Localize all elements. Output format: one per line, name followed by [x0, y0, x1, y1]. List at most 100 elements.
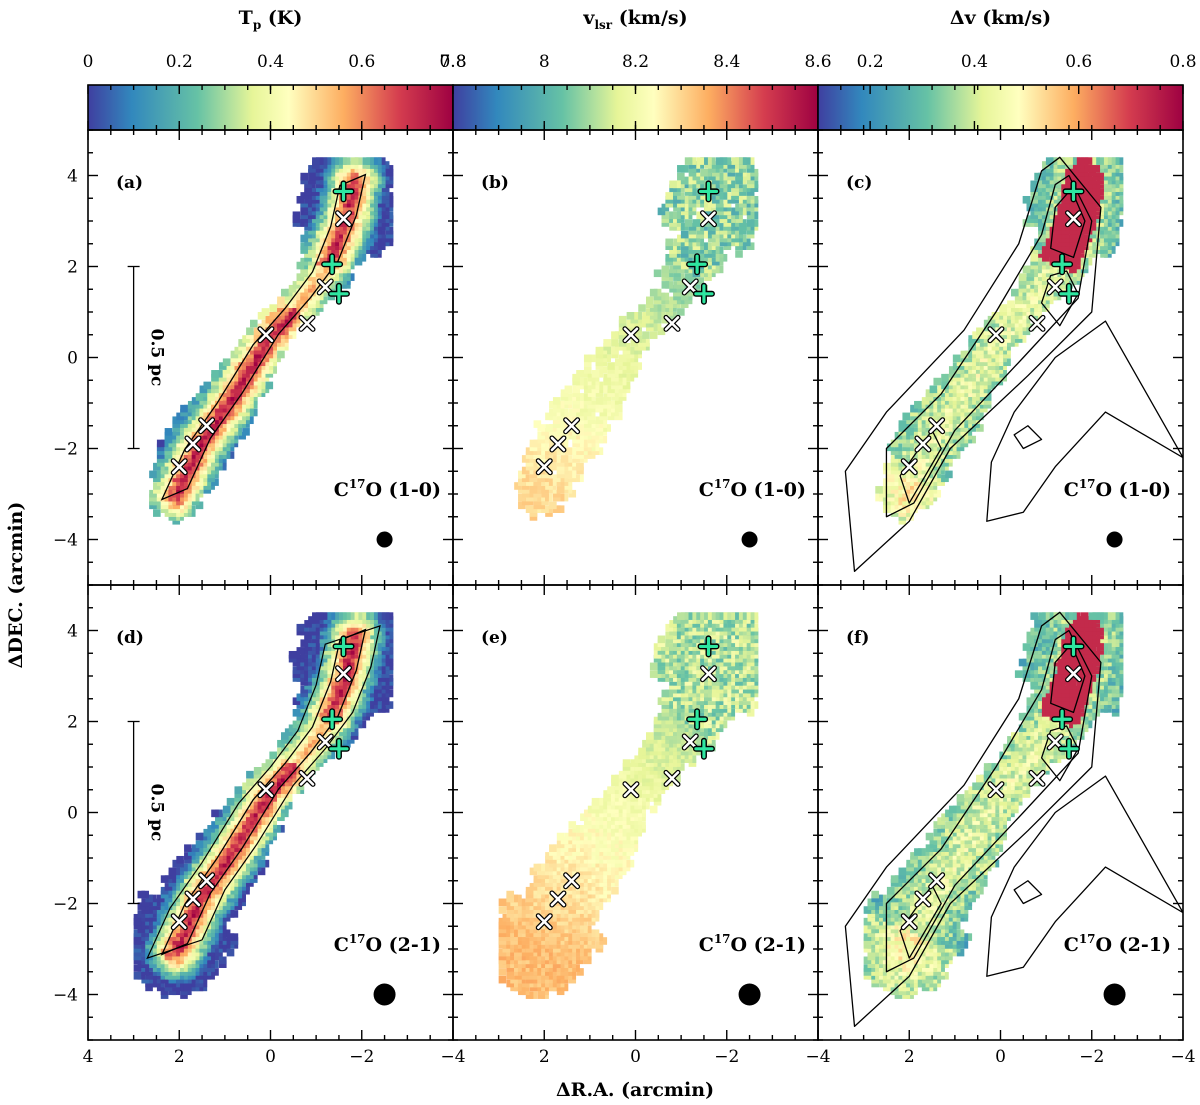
heatmap-pixel: [203, 478, 212, 486]
heatmap-pixel: [160, 956, 169, 965]
heatmap-pixel: [246, 404, 254, 413]
heatmap-pixel: [591, 443, 600, 452]
heatmap-pixel: [168, 979, 177, 988]
heatmap-pixel: [987, 377, 996, 386]
heatmap-pixel: [933, 462, 942, 471]
heatmap-pixel: [358, 207, 367, 216]
heatmap-pixel: [141, 925, 150, 934]
heatmap-pixel: [187, 493, 196, 502]
heatmap-pixel: [914, 474, 922, 483]
heatmap-pixel: [187, 478, 196, 486]
heatmap-pixel: [164, 948, 173, 957]
heatmap-pixel: [184, 424, 192, 432]
heatmap-pixel: [945, 455, 953, 463]
heatmap-pixel: [677, 277, 685, 285]
heatmap-pixel: [1057, 207, 1066, 216]
heatmap-pixel: [595, 404, 604, 413]
heatmap-pixel: [226, 828, 235, 837]
heatmap-pixel: [222, 937, 231, 945]
heatmap-pixel: [711, 168, 720, 177]
heatmap-pixel: [234, 354, 243, 363]
heatmap-pixel: [622, 373, 631, 382]
heatmap-pixel: [184, 937, 192, 945]
heatmap-pixel: [665, 273, 674, 281]
heatmap-pixel: [230, 867, 239, 876]
heatmap-pixel: [1069, 277, 1077, 285]
heatmap-pixel: [746, 219, 755, 227]
heatmap-pixel: [537, 474, 546, 483]
heatmap-pixel: [385, 230, 394, 239]
heatmap-pixel: [199, 975, 208, 984]
heatmap-pixel: [222, 813, 231, 822]
heatmap-pixel: [1014, 300, 1023, 309]
heatmap-pixel: [222, 366, 231, 374]
heatmap-pixel: [211, 451, 219, 459]
heatmap-pixel: [576, 447, 584, 455]
heatmap-pixel: [731, 195, 739, 204]
heatmap-pixel: [191, 871, 200, 880]
heatmap-pixel: [315, 265, 324, 274]
heatmap-pixel: [731, 180, 739, 189]
heatmap-pixel: [696, 254, 705, 262]
heatmap-pixel: [164, 910, 173, 918]
heatmap-pixel: [257, 859, 266, 868]
heatmap-pixel: [180, 933, 188, 941]
heatmap-pixel: [176, 435, 184, 444]
heatmap-pixel: [288, 319, 297, 328]
heatmap-pixel: [614, 373, 623, 382]
heatmap-pixel: [1011, 315, 1019, 324]
heatmap-pixel: [226, 867, 235, 876]
heatmap-pixel: [211, 420, 219, 428]
heatmap-pixel: [226, 910, 235, 918]
heatmap-pixel: [323, 195, 332, 204]
heatmap-pixel: [1045, 192, 1054, 200]
heatmap-pixel: [1014, 315, 1023, 324]
heatmap-pixel: [385, 211, 394, 220]
heatmap-pixel: [1096, 180, 1104, 189]
heatmap-pixel: [1053, 242, 1062, 250]
heatmap-pixel: [937, 478, 945, 486]
heatmap-pixel: [238, 397, 246, 405]
heatmap-pixel: [739, 242, 747, 250]
heatmap-pixel: [696, 199, 705, 208]
heatmap-pixel: [199, 447, 208, 455]
heatmap-pixel: [680, 242, 689, 250]
heatmap-pixel: [960, 366, 969, 374]
heatmap-pixel: [195, 917, 204, 926]
heatmap-pixel: [319, 273, 328, 281]
heatmap-pixel: [618, 339, 627, 347]
heatmap-pixel: [568, 428, 577, 436]
heatmap-pixel: [184, 501, 192, 510]
heatmap-pixel: [226, 428, 235, 436]
heatmap-pixel: [983, 335, 992, 343]
heatmap-pixel: [1111, 211, 1120, 220]
heatmap-pixel: [1104, 211, 1112, 220]
heatmap-pixel: [153, 952, 161, 961]
heatmap-pixel: [890, 478, 899, 486]
heatmap-pixel: [249, 331, 258, 339]
heatmap-pixel: [995, 354, 1004, 363]
heatmap-pixel: [308, 304, 316, 312]
heatmap-pixel: [149, 921, 157, 930]
heatmap-pixel: [156, 971, 165, 980]
heatmap-pixel: [292, 219, 301, 227]
heatmap-pixel: [1069, 176, 1077, 185]
heatmap-pixel: [284, 331, 293, 339]
heatmap-pixel: [172, 925, 181, 934]
heatmap-pixel: [339, 203, 347, 212]
heatmap-pixel: [277, 323, 285, 332]
heatmap-pixel: [719, 226, 728, 235]
heatmap-pixel: [1022, 284, 1031, 293]
plus-marker: [1062, 180, 1085, 203]
heatmap-pixel: [234, 350, 243, 359]
heatmap-pixel: [168, 898, 177, 907]
heatmap-pixel: [731, 223, 739, 231]
heatmap-pixel: [1107, 219, 1116, 227]
heatmap-pixel: [879, 493, 887, 502]
heatmap-pixel: [273, 335, 281, 343]
heatmap-pixel: [1092, 230, 1101, 239]
heatmap-pixel: [184, 416, 192, 425]
heatmap-pixel: [587, 354, 596, 363]
heatmap-pixel: [1104, 161, 1112, 169]
heatmap-pixel: [195, 400, 204, 409]
